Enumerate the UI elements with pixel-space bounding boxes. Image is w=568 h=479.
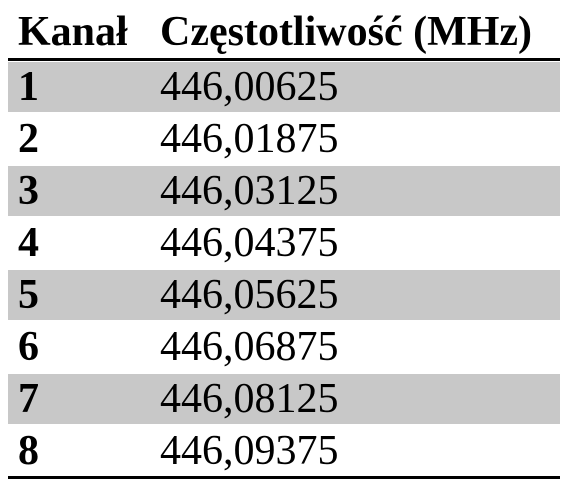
frequency-cell: 446,01875 [160,116,339,162]
header-cell: Kanał [18,9,128,55]
channel-cell: 6 [18,324,39,370]
table-row: 3 446,03125 [8,166,560,216]
table-row: 6 446,06875 [8,322,560,372]
frequency-cell: 446,03125 [160,168,339,214]
frequency-cell: 446,00625 [160,64,339,110]
header-cell: Częstotliwość (MHz) [160,9,533,55]
channel-cell: 7 [18,376,39,422]
frequency-cell: 446,08125 [160,376,339,422]
table-row: 1 446,00625 [8,62,560,112]
header-row: Kanał Częstotliwość (MHz) [8,0,560,61]
channel-cell: 3 [18,168,39,214]
frequency-table: Kanał Częstotliwość (MHz) 1 446,00625 2 446… [8,0,560,479]
channel-cell: 1 [18,64,39,110]
frequency-cell: 446,04375 [160,220,339,266]
page: Kanał Częstotliwość (MHz) 1 446,00625 2 446… [8,9,560,479]
channel-cell: 5 [18,272,39,318]
channel-cell: 8 [18,428,39,474]
frequency-cell: 446,05625 [160,272,339,318]
table-row: 8 446,09375 [8,426,560,479]
table-row: 4 446,04375 [8,218,560,268]
frequency-cell: 446,06875 [160,324,339,370]
table-row: 2 446,01875 [8,114,560,164]
frequency-cell: 446,09375 [160,428,339,474]
table-row: 5 446,05625 [8,270,560,320]
channel-cell: 4 [18,220,39,266]
channel-cell: 2 [18,116,39,162]
table-row: 7 446,08125 [8,374,560,424]
